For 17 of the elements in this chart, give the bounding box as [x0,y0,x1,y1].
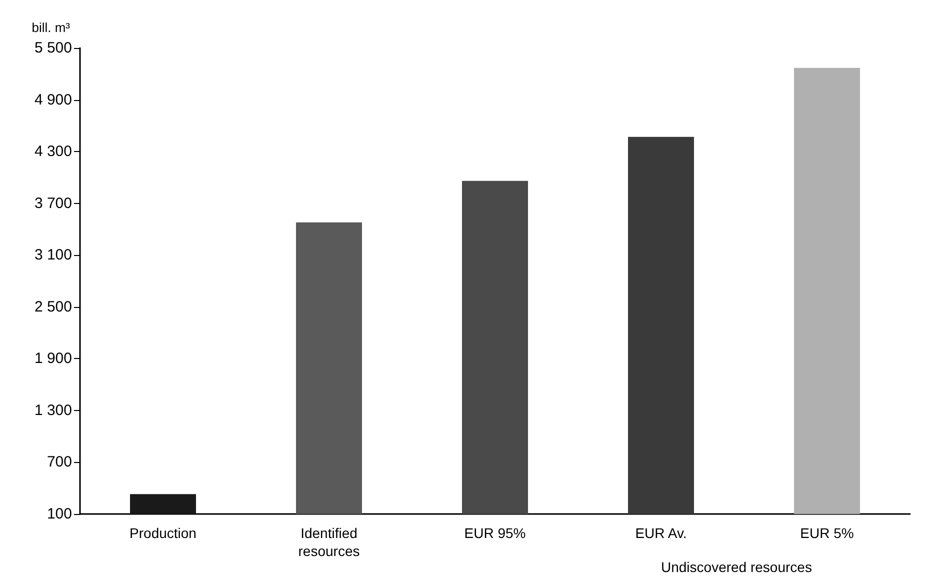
y-tick-label: 1 300 [34,402,72,419]
x-tick-label: EUR Av. [635,525,687,541]
y-tick-label: 4 900 [34,91,72,108]
y-tick-label: 3 100 [34,246,72,264]
y-tick-label: 700 [46,454,72,471]
x-tick-label: EUR 5% [800,525,854,541]
y-tick-label: 1 900 [34,350,72,368]
x-tick-label: Production [130,525,196,541]
y-tick-label: 100 [46,506,72,522]
y-tick-label: 4 300 [34,143,72,160]
x-tick-label: Identified resources [298,525,360,559]
y-axis-title: bill. m³ [32,20,71,35]
y-tick-label: 2 500 [34,298,72,316]
y-tick-label: 5 500 [34,40,72,56]
y-tick-label: 3 700 [34,194,72,212]
x-tick-label: EUR 95% [464,525,526,541]
text: Undiscovered resources [660,559,812,575]
